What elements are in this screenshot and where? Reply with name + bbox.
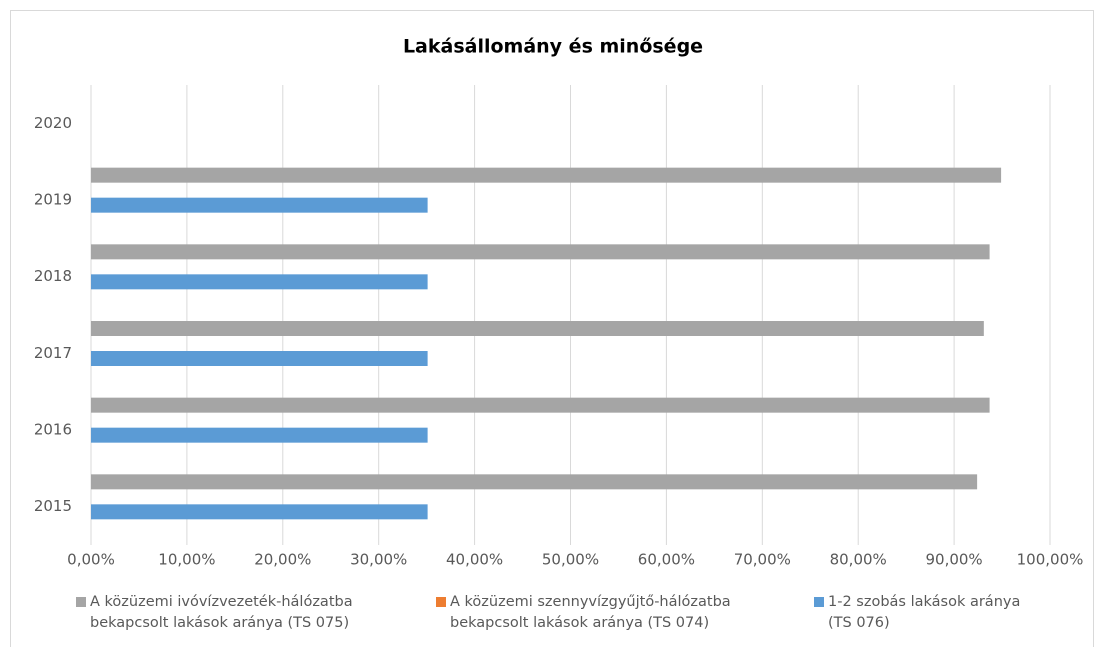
y-tick-label: 2020: [34, 114, 72, 132]
x-tick-label: 0,00%: [67, 551, 115, 569]
y-tick-label: 2015: [34, 497, 72, 515]
bar: [91, 274, 428, 290]
bar: [91, 474, 978, 490]
legend-swatch: [436, 597, 446, 607]
x-tick-label: 30,00%: [350, 551, 407, 569]
legend-label: A közüzemi ivóvízvezeték-hálózatba bekap…: [90, 594, 353, 631]
y-tick-label: 2019: [34, 191, 72, 209]
y-tick-label: 2016: [34, 421, 72, 439]
bar: [91, 167, 1002, 183]
legend-label: A közüzemi szennyvízgyűjtő-hálózatba bek…: [450, 594, 731, 631]
legend-item: 1-2 szobás lakások aránya (TS 076): [814, 592, 1044, 634]
legend-swatch: [76, 597, 86, 607]
x-tick-label: 50,00%: [542, 551, 599, 569]
bar: [91, 351, 428, 366]
x-tick-label: 10,00%: [158, 551, 215, 569]
legend-item: A közüzemi ivóvízvezeték-hálózatba bekap…: [76, 592, 436, 634]
x-tick-label: 20,00%: [254, 551, 311, 569]
y-tick-label: 2017: [34, 344, 72, 362]
bar: [91, 427, 428, 443]
x-tick-label: 100,00%: [1017, 551, 1084, 569]
bar: [91, 397, 990, 413]
legend-label: 1-2 szobás lakások aránya (TS 076): [828, 594, 1021, 631]
x-tick-label: 40,00%: [446, 551, 503, 569]
x-tick-label: 90,00%: [925, 551, 982, 569]
chart-title: Lakásállomány és minősége: [403, 36, 703, 58]
x-tick-label: 60,00%: [638, 551, 695, 569]
legend-swatch: [814, 597, 824, 607]
x-tick-label: 80,00%: [830, 551, 887, 569]
legend: A közüzemi ivóvízvezeték-hálózatba bekap…: [76, 592, 1044, 634]
y-tick-label: 2018: [34, 267, 72, 285]
bar: [91, 504, 428, 520]
bar: [91, 244, 990, 260]
bar: [91, 197, 428, 213]
legend-item: A közüzemi szennyvízgyűjtő-hálózatba bek…: [436, 592, 814, 634]
chart-border: [10, 10, 1094, 647]
x-tick-label: 70,00%: [734, 551, 791, 569]
bar: [91, 321, 984, 336]
